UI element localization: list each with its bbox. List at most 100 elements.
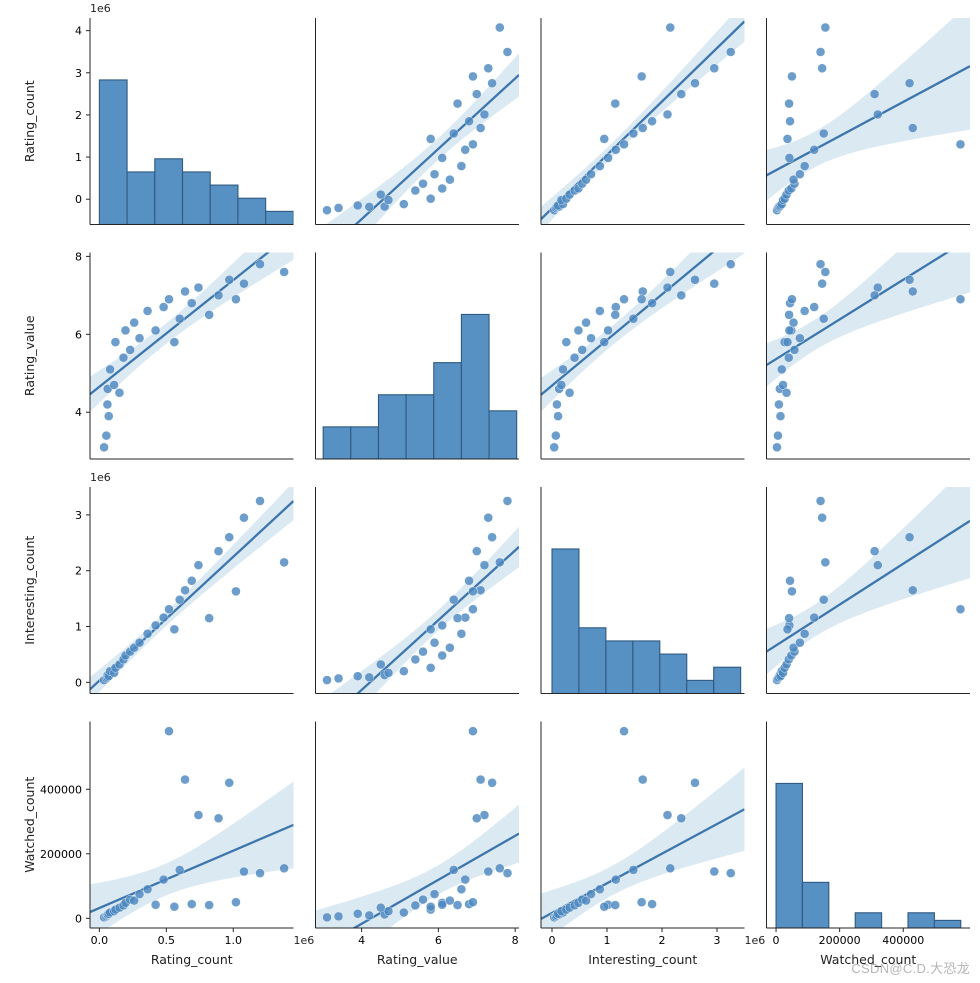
scatter-point: [376, 903, 385, 912]
ytick-label: 1: [75, 151, 82, 164]
scatter-point: [503, 47, 512, 56]
scatter-point: [461, 145, 470, 154]
scatter-point: [457, 162, 466, 171]
scatter-point: [430, 170, 439, 179]
scatter-point: [570, 353, 579, 362]
scatter-point: [776, 412, 785, 421]
hist-bar: [606, 641, 633, 694]
scatter-point: [600, 902, 609, 911]
scatter-point: [786, 117, 795, 126]
scatter-point: [484, 867, 493, 876]
scatter-point: [106, 365, 115, 374]
scatter-point: [663, 110, 672, 119]
scatter-point: [772, 443, 781, 452]
scatter-point: [795, 638, 804, 647]
scatter-point: [810, 303, 819, 312]
panel-2-1: [316, 487, 520, 760]
scatter-point: [582, 318, 591, 327]
scatter-point: [384, 668, 393, 677]
scatter-point: [102, 431, 111, 440]
scatter-point: [449, 129, 458, 138]
panel-3-1: 468Rating_value: [316, 722, 520, 983]
scatter-point: [170, 338, 179, 347]
scatter-point: [472, 547, 481, 556]
ytick-label: 4: [75, 406, 82, 419]
y-axis-label: Watched_count: [22, 777, 37, 873]
scatter-point: [103, 400, 112, 409]
scatter-point: [159, 303, 168, 312]
scatter-point: [783, 338, 792, 347]
scatter-point: [280, 267, 289, 276]
scatter-point: [353, 201, 362, 210]
scatter-point: [786, 576, 795, 585]
panel-3-2: 0123 1e6Interesting_count: [541, 722, 765, 968]
scatter-point: [205, 614, 214, 623]
scatter-point: [130, 318, 139, 327]
scatter-point: [787, 72, 796, 81]
scatter-point: [611, 875, 620, 884]
scatter-point: [225, 533, 234, 542]
hist-bar: [714, 667, 741, 693]
scatter-point: [495, 558, 504, 567]
hist-bar: [908, 913, 934, 928]
scatter-point: [468, 605, 477, 614]
scatter-point: [175, 865, 184, 874]
scatter-point: [365, 673, 374, 682]
ytick-label: 2: [75, 109, 82, 122]
scatter-point: [905, 79, 914, 88]
scatter-point: [604, 153, 613, 162]
ytick-label: 0: [75, 193, 82, 206]
scatter-point: [426, 134, 435, 143]
ci-band: [767, 184, 971, 387]
scatter-point: [419, 647, 428, 656]
scatter-point: [175, 314, 184, 323]
hist-bar: [406, 395, 434, 459]
scatter-point: [810, 613, 819, 622]
ytick-label: 4: [75, 25, 82, 38]
hist-bar: [633, 641, 660, 694]
panel-2-3: [767, 464, 971, 694]
scatter-point: [638, 124, 647, 133]
scatter-point: [323, 206, 332, 215]
y-axis-label: Rating_count: [22, 80, 37, 162]
scatter-point: [256, 260, 265, 269]
scatter-point: [565, 388, 574, 397]
panel-2-0: 01231e6Interesting_count: [22, 471, 294, 701]
scatter-point: [426, 625, 435, 634]
scatter-point: [620, 727, 629, 736]
panel-0-3: [767, 3, 971, 225]
scatter-point: [821, 558, 830, 567]
scatter-point: [239, 867, 248, 876]
scatter-point: [637, 72, 646, 81]
scatter-point: [399, 200, 408, 209]
scatter-point: [170, 902, 179, 911]
scatter-point: [600, 338, 609, 347]
y-axis-label: Rating_value: [22, 315, 37, 396]
scatter-point: [574, 326, 583, 335]
scatter-point: [648, 900, 657, 909]
scatter-point: [629, 314, 638, 323]
panel-0-0: 012341e6Rating_count: [22, 2, 294, 225]
scatter-point: [503, 869, 512, 878]
hist-bar: [351, 427, 379, 459]
scatter-point: [816, 260, 825, 269]
xtick-label: 6: [435, 934, 442, 947]
scatter-point: [821, 23, 830, 32]
scatter-point: [666, 864, 675, 873]
scatter-point: [334, 203, 343, 212]
scatter-point: [495, 864, 504, 873]
scatter-point: [620, 140, 629, 149]
scatter-point: [870, 90, 879, 99]
scatter-point: [111, 338, 120, 347]
scatter-point: [194, 561, 203, 570]
scatter-point: [785, 153, 794, 162]
ytick-label: 3: [75, 67, 82, 80]
scatter-point: [143, 306, 152, 315]
scatter-point: [430, 890, 439, 899]
scatter-point: [595, 885, 604, 894]
hist-bar: [802, 882, 828, 928]
scatter-point: [611, 310, 620, 319]
scatter-point: [376, 660, 385, 669]
hist-bar: [552, 549, 579, 694]
scatter-point: [214, 814, 223, 823]
